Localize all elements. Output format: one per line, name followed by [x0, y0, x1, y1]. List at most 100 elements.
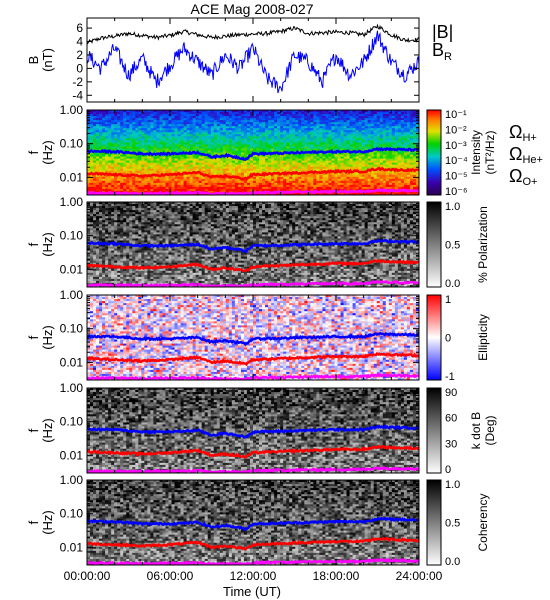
- heatmap-cell: [328, 182, 332, 186]
- heatmap-cell: [253, 154, 257, 158]
- heatmap-cell: [126, 182, 130, 186]
- heatmap-cell: [274, 128, 278, 131]
- heatmap-cell: [156, 140, 160, 143]
- heatmap-cell: [394, 142, 399, 145]
- heatmap-cell: [204, 142, 209, 145]
- heatmap-cell: [253, 132, 257, 135]
- heatmap-cell: [325, 160, 329, 164]
- heatmap-cell: [352, 132, 357, 135]
- heatmap-cell: [225, 166, 230, 170]
- heatmap-cell: [135, 136, 139, 139]
- heatmap-cell: [400, 126, 405, 129]
- heatmap-cell: [322, 118, 326, 121]
- heatmap-cell: [361, 184, 366, 188]
- heatmap-cell: [334, 172, 339, 176]
- heatmap-cell: [93, 280, 97, 284]
- heatmap-cell: [102, 112, 106, 115]
- heatmap-cell: [87, 180, 91, 184]
- heatmap-cell: [316, 176, 320, 180]
- heatmap-cell: [358, 124, 363, 127]
- heatmap-cell: [340, 132, 345, 135]
- heatmap-cell: [376, 130, 381, 133]
- heatmap-cell: [90, 250, 94, 254]
- heatmap-cell: [382, 146, 387, 149]
- heatmap-cell: [265, 192, 269, 195]
- heatmap-cell: [316, 124, 320, 127]
- heatmap-cell: [231, 134, 236, 137]
- heatmap-cell: [96, 228, 100, 231]
- heatmap-cell: [253, 142, 257, 145]
- heatmap-cell: [231, 128, 236, 131]
- heatmap-cell: [198, 144, 203, 147]
- heatmap-cell: [403, 128, 408, 131]
- heatmap-cell: [225, 128, 230, 131]
- heatmap-cell: [346, 138, 351, 141]
- heatmap-cell: [144, 110, 148, 113]
- heatmap-cell: [117, 120, 121, 123]
- heatmap-cell: [201, 156, 206, 160]
- heatmap-cell: [286, 124, 290, 127]
- heatmap-cell: [156, 124, 160, 127]
- heatmap-cell: [105, 110, 109, 113]
- heatmap-cell: [141, 146, 145, 149]
- heatmap-cell: [391, 186, 396, 190]
- heatmap-cell: [87, 184, 91, 188]
- heatmap-cell: [274, 110, 278, 113]
- heatmap-cell: [96, 280, 100, 284]
- heatmap-cell: [93, 262, 97, 266]
- heatmap-cell: [132, 158, 136, 162]
- heatmap-cell: [340, 154, 345, 158]
- heatmap-cell: [141, 130, 145, 133]
- heatmap-cell: [295, 138, 299, 141]
- heatmap-cell: [213, 138, 218, 141]
- heatmap-cell: [210, 154, 215, 158]
- heatmap-cell: [304, 154, 308, 158]
- heatmap-cell: [337, 156, 342, 160]
- heatmap-cell: [159, 188, 163, 192]
- heatmap-cell: [123, 148, 127, 151]
- heatmap-cell: [364, 158, 369, 162]
- heatmap-cell: [156, 138, 160, 141]
- heatmap-cell: [117, 132, 121, 135]
- heatmap-cell: [322, 186, 326, 190]
- heatmap-cell: [249, 134, 254, 137]
- heatmap-cell: [225, 178, 230, 182]
- heatmap-cell: [195, 154, 200, 158]
- heatmap-cell: [102, 152, 106, 156]
- heatmap-cell: [171, 112, 176, 115]
- panel-1-plot-area: [87, 110, 419, 195]
- heatmap-cell: [87, 222, 91, 225]
- heatmap-cell: [358, 144, 363, 147]
- heatmap-cell: [96, 166, 100, 170]
- heatmap-cell: [150, 134, 154, 137]
- heatmap-cell: [171, 122, 176, 125]
- heatmap-cell: [90, 224, 94, 227]
- heatmap-cell: [307, 112, 311, 115]
- heatmap-cell: [355, 130, 360, 133]
- heatmap-cell: [358, 166, 363, 170]
- heatmap-cell: [253, 116, 257, 119]
- heatmap-cell: [240, 174, 245, 178]
- heatmap-cell: [298, 130, 302, 133]
- heatmap-cell: [298, 112, 302, 115]
- heatmap-cell: [114, 186, 118, 190]
- heatmap-cell: [313, 180, 317, 184]
- heatmap-cell: [298, 124, 302, 127]
- heatmap-cell: [135, 118, 139, 121]
- heatmap-cell: [313, 160, 317, 164]
- heatmap-cell: [192, 118, 197, 121]
- heatmap-cell: [90, 260, 94, 264]
- heatmap-cell: [277, 180, 281, 184]
- heatmap-cell: [289, 174, 293, 178]
- heatmap-cell: [364, 180, 369, 184]
- heatmap-cell: [391, 118, 396, 121]
- heatmap-cell: [138, 138, 142, 141]
- heatmap-cell: [316, 188, 320, 192]
- heatmap-cell: [183, 168, 188, 172]
- heatmap-cell: [171, 116, 176, 119]
- heatmap-cell: [253, 140, 257, 143]
- heatmap-cell: [249, 122, 254, 125]
- heatmap-cell: [225, 182, 230, 186]
- heatmap-cell: [355, 174, 360, 178]
- heatmap-cell: [171, 162, 176, 166]
